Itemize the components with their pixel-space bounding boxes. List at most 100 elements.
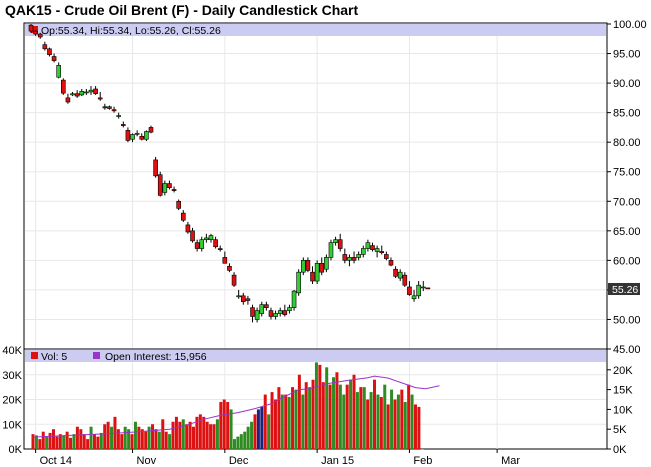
price-tick-label: 60.00 [613, 255, 641, 267]
candle-body [37, 33, 43, 38]
volume-bar [250, 421, 254, 449]
price-tick-label: 95.00 [613, 49, 641, 61]
volume-bar [294, 389, 298, 449]
candle [180, 210, 186, 222]
candle [291, 289, 297, 311]
volume-bar [280, 394, 284, 449]
candle-body [310, 271, 315, 282]
volume-bar [65, 431, 69, 449]
candle-body [384, 254, 389, 259]
volume-bar [297, 374, 301, 449]
price-tick-label: 85.00 [613, 108, 641, 120]
candle-body [291, 290, 297, 308]
candle-body [296, 271, 301, 294]
candle-body [134, 133, 140, 135]
price-tick-label: 45.00 [613, 344, 641, 356]
volume-bar [236, 436, 240, 449]
candle-body [56, 65, 61, 78]
candle-body [162, 183, 168, 193]
oi-tick-label: 20K [613, 365, 633, 377]
candle-body [319, 263, 325, 273]
candle-body [356, 254, 361, 258]
candle [351, 251, 357, 264]
volume-bar [99, 432, 103, 449]
candle-body [388, 260, 394, 266]
candle-body [328, 242, 334, 258]
candle-body [347, 257, 352, 261]
volume-bar [243, 431, 247, 449]
candle-body [97, 97, 103, 100]
volume-bar [270, 392, 274, 449]
candle [111, 106, 117, 113]
candle-body [411, 295, 417, 300]
candle [333, 236, 338, 246]
date-tick-label: Oct 14 [40, 455, 72, 467]
volume-bar [284, 394, 288, 449]
volume-bar [332, 377, 336, 449]
candle-body [351, 257, 357, 261]
candle [384, 251, 389, 261]
volume-panel: Vol: 5 Open Interest: 15,956 0K 10K 20K 30K… [2, 345, 633, 456]
candle [393, 266, 398, 279]
candle [171, 186, 177, 193]
candle-body [342, 254, 348, 261]
volume-bar [232, 439, 236, 449]
ohlc-legend-text: Op:55.34, Hi:55.34, Lo:55.26, Cl:55.26 [41, 25, 221, 37]
candle-body [74, 93, 80, 97]
candle-body [337, 239, 343, 249]
volume-bar [31, 434, 35, 449]
open-interest-legend-swatch [93, 352, 100, 359]
candle [268, 307, 274, 320]
volume-tick-label: 30K [2, 370, 22, 382]
candle-body [333, 239, 338, 243]
volume-bar [154, 429, 158, 449]
candle-body [176, 200, 181, 209]
candle-body [121, 124, 126, 126]
volume-bar [396, 394, 400, 449]
volume-bar [58, 434, 62, 449]
candle-body [153, 159, 158, 177]
candle [250, 304, 255, 323]
candle-body [70, 93, 75, 96]
candle-body [425, 287, 431, 290]
candle-body [51, 56, 57, 61]
candle-body [416, 284, 421, 297]
candle [407, 281, 412, 296]
volume-bar [325, 367, 329, 449]
candle [305, 257, 311, 273]
volume-legend-label: Vol: 5 [41, 351, 67, 363]
volume-bar [311, 379, 315, 449]
candle [231, 272, 237, 287]
price-y-axis: 45.0050.0055.0060.0065.0070.0075.0080.00… [607, 19, 647, 356]
volume-bar [291, 387, 295, 449]
candle-body [213, 239, 218, 248]
ohlc-legend-swatch [31, 26, 38, 33]
candle-body [231, 274, 237, 286]
volume-bar [239, 434, 243, 449]
volume-bar [345, 384, 349, 449]
volume-bar [226, 401, 230, 449]
candle-body [33, 30, 38, 35]
candle [56, 62, 61, 79]
candle [204, 233, 209, 243]
candle [134, 130, 140, 137]
price-plot-frame [23, 22, 608, 350]
candle-body [268, 310, 274, 317]
volume-bar [41, 431, 45, 449]
candle-body [397, 271, 403, 279]
candle-body [227, 265, 232, 271]
volume-bar [318, 364, 322, 449]
volume-bar [202, 416, 206, 449]
volume-bar [45, 436, 49, 449]
candle-body [374, 248, 380, 252]
volume-bar [362, 387, 366, 449]
price-tick-label: 90.00 [613, 78, 641, 90]
volume-bar [140, 429, 144, 449]
candle-body [42, 44, 48, 50]
oi-tick-label: 5K [613, 424, 627, 436]
volume-bar [355, 392, 359, 449]
volume-bar [219, 401, 223, 449]
candle-body [259, 304, 265, 314]
candle-body [324, 257, 329, 270]
